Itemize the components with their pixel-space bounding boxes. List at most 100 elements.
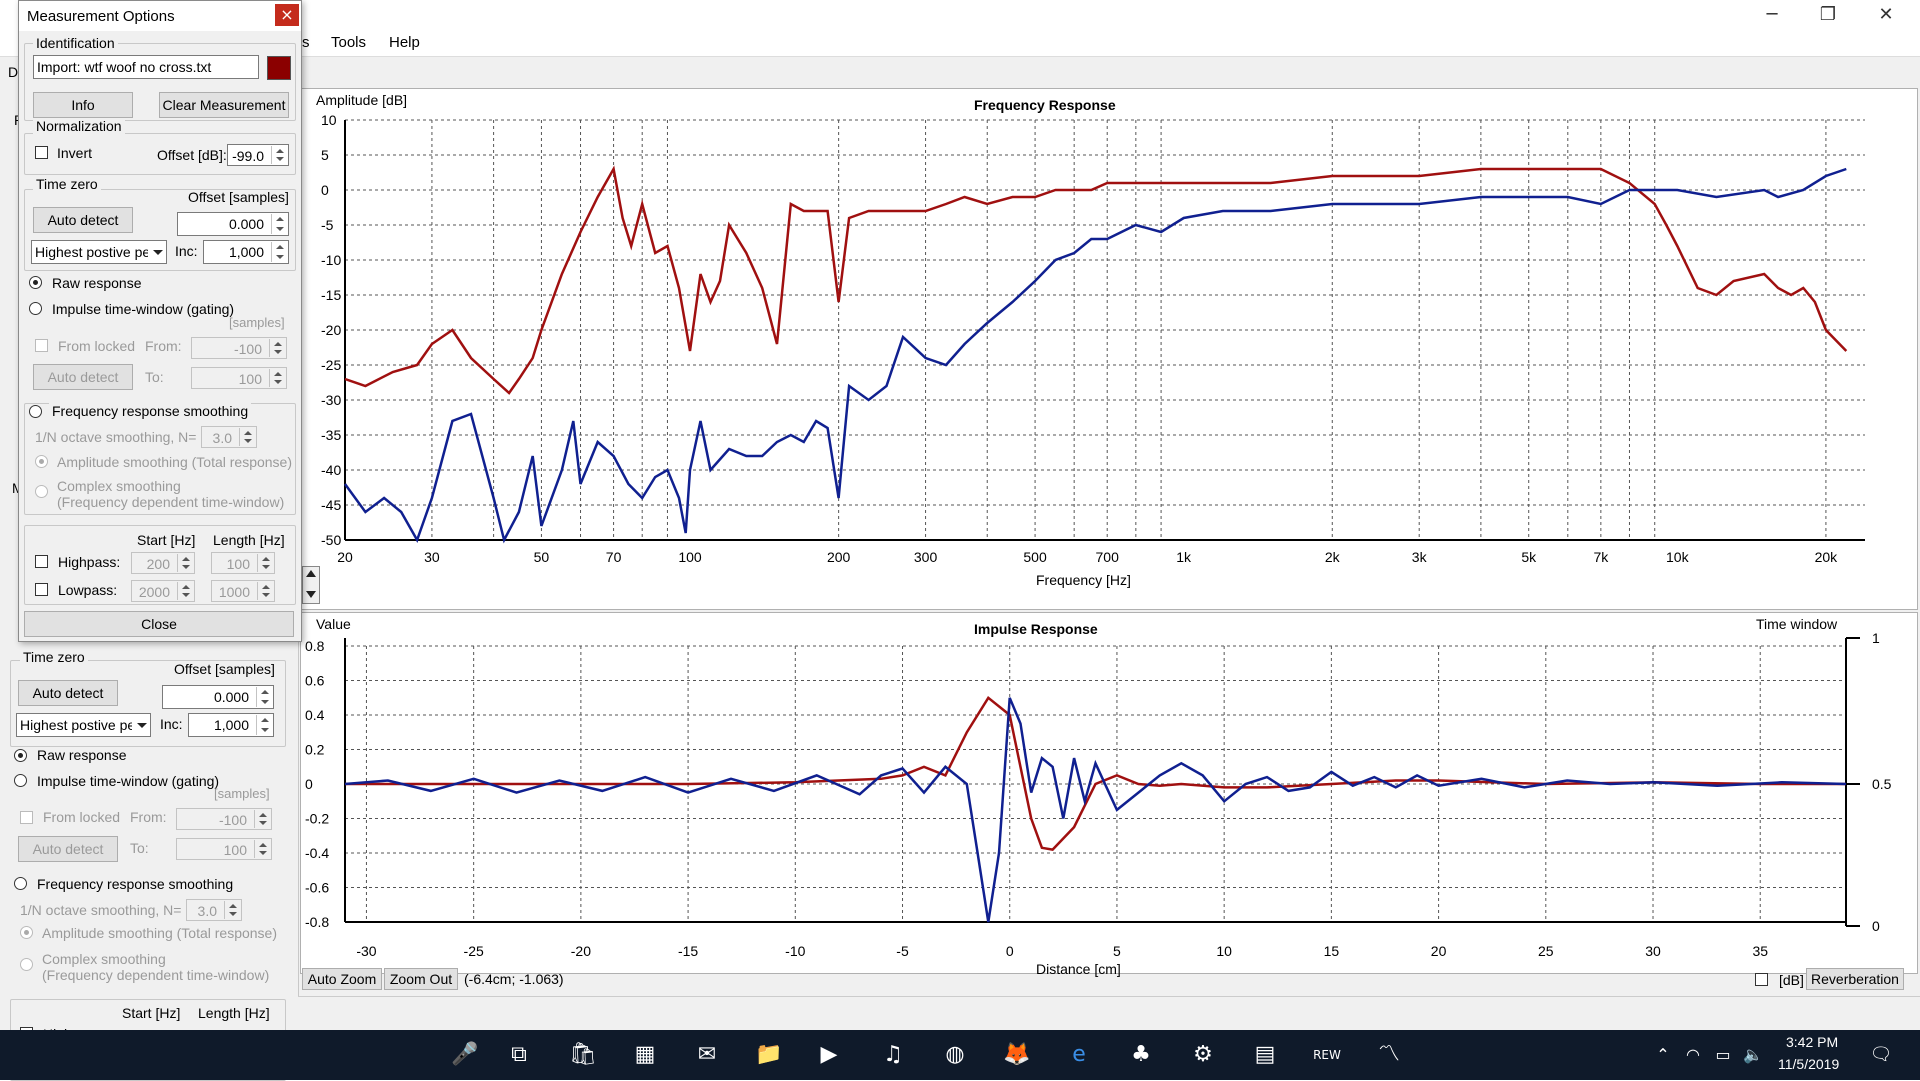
from-locked-checkbox[interactable]	[35, 339, 48, 352]
volume-icon[interactable]: 🔈	[1743, 1045, 1763, 1064]
highpass-checkbox[interactable]	[35, 555, 48, 568]
spin-icon[interactable]	[239, 428, 255, 446]
dialog-close-button[interactable]: ×	[275, 4, 299, 26]
smoothing-radio[interactable]	[29, 405, 42, 418]
clock-time[interactable]: 3:42 PM	[1786, 1034, 1839, 1050]
side-octave-input[interactable]: 3.0	[186, 899, 242, 921]
settings-icon[interactable]: ⚙	[1193, 1042, 1213, 1067]
zoom-out-button[interactable]: Zoom Out	[384, 968, 458, 990]
side-auto-detect-button[interactable]: Auto detect	[18, 680, 118, 706]
side-offset-input[interactable]: 0.000	[162, 685, 274, 709]
side-to-input[interactable]: 100	[176, 838, 272, 860]
side-from-input[interactable]: -100	[176, 808, 272, 830]
spin-icon[interactable]	[177, 582, 193, 600]
notifications-icon[interactable]: 🗨	[1869, 1044, 1893, 1065]
edge-icon[interactable]: e	[1072, 1042, 1086, 1067]
amplitude-smoothing-radio[interactable]	[35, 455, 48, 468]
raw-response-radio[interactable]	[29, 276, 42, 289]
side-inc-input[interactable]: 1,000	[188, 713, 274, 737]
arrow-up-icon[interactable]	[306, 570, 316, 577]
chevron-up-icon[interactable]: ⌃	[1656, 1045, 1670, 1064]
norm-offset-input[interactable]: -99.0	[227, 144, 289, 166]
from-input[interactable]: -100	[191, 337, 287, 359]
info-button[interactable]: Info	[33, 92, 133, 118]
chevron-down-icon[interactable]	[132, 714, 150, 736]
lowpass-checkbox[interactable]	[35, 583, 48, 596]
firefox-icon[interactable]: 🦊	[1003, 1042, 1031, 1067]
calculator-icon[interactable]: ▦	[634, 1042, 656, 1067]
spin-icon[interactable]	[224, 901, 240, 919]
files-icon[interactable]: ▤	[1254, 1042, 1276, 1067]
spin-icon[interactable]	[257, 554, 273, 572]
mail-icon[interactable]: ✉	[697, 1042, 717, 1067]
menu-item-help[interactable]: Help	[389, 34, 420, 51]
task-view-icon[interactable]: ⧉	[511, 1042, 527, 1067]
chevron-down-icon[interactable]	[148, 241, 166, 263]
to-input[interactable]: 100	[191, 367, 287, 389]
status-area	[298, 996, 1920, 1031]
side-raw-response-radio[interactable]	[14, 749, 27, 762]
menu-item-tools[interactable]: Tools	[331, 34, 367, 51]
spin-icon[interactable]	[269, 369, 285, 387]
window-auto-detect-button[interactable]: Auto detect	[33, 364, 133, 390]
impulse-window-radio[interactable]	[29, 302, 42, 315]
menu-item-fragment[interactable]: s	[302, 34, 310, 51]
complex-smoothing-radio[interactable]	[35, 485, 48, 498]
spin-icon[interactable]	[257, 582, 273, 600]
spin-icon[interactable]	[254, 840, 270, 858]
time-zero-offset-input[interactable]: 0.000	[177, 212, 289, 236]
spin-icon[interactable]	[177, 554, 193, 572]
measurement-name-input[interactable]: Import: wtf woof no cross.txt	[33, 55, 259, 79]
store-icon[interactable]: 🛍	[569, 1042, 597, 1067]
browser-icon[interactable]: ◍	[945, 1042, 965, 1067]
folder-icon[interactable]: 📁	[755, 1042, 783, 1067]
time-zero-auto-detect-button[interactable]: Auto detect	[33, 207, 133, 233]
lowpass-length-input[interactable]: 1000	[211, 580, 275, 602]
side-amplitude-radio[interactable]	[20, 926, 33, 939]
time-zero-mode-select[interactable]: Highest postive pe	[31, 240, 167, 264]
auto-zoom-button[interactable]: Auto Zoom	[302, 968, 382, 990]
reverberation-button[interactable]: Reverberation	[1806, 968, 1904, 990]
clear-measurement-button[interactable]: Clear Measurement	[159, 92, 289, 118]
minimize-button[interactable]: ─	[1766, 4, 1778, 25]
close-window-button[interactable]: ✕	[1878, 4, 1894, 25]
side-auto-detect2-button[interactable]: Auto detect	[18, 836, 118, 862]
time-zero-offset-value: 0.000	[228, 216, 264, 232]
color-swatch[interactable]	[267, 56, 291, 80]
spin-icon[interactable]	[269, 339, 285, 357]
side-offset-label: Offset [samples]	[174, 661, 275, 677]
highpass-length-input[interactable]: 100	[211, 552, 275, 574]
side-smoothing-radio[interactable]	[14, 877, 27, 890]
media-player-icon[interactable]: ▶	[820, 1042, 838, 1067]
microphone-icon[interactable]: 🎤	[451, 1042, 479, 1067]
close-button[interactable]: Close	[24, 611, 294, 637]
scroll-arrows[interactable]	[302, 566, 320, 604]
highpass-start-input[interactable]: 200	[131, 552, 195, 574]
rew-window-icon[interactable]: 〽	[1377, 1042, 1400, 1067]
impulse-response-chart[interactable]: -30 -25 -20 -15 -10 -5 0 5 10 15 20 25 30 350.80.60.4…	[300, 612, 1916, 972]
spin-icon[interactable]	[271, 214, 287, 234]
battery-icon[interactable]: ▭	[1715, 1045, 1731, 1064]
rew-icon[interactable]: REW	[1313, 1048, 1341, 1062]
octave-input[interactable]: 3.0	[201, 426, 257, 448]
db-checkbox[interactable]	[1755, 973, 1768, 986]
side-from-locked-checkbox[interactable]	[20, 811, 33, 824]
spin-icon[interactable]	[271, 242, 287, 262]
side-complex-radio[interactable]	[20, 958, 33, 971]
itunes-icon[interactable]: ♫	[883, 1042, 903, 1067]
clock-date[interactable]: 11/5/2019	[1778, 1056, 1840, 1072]
side-mode-select[interactable]: Highest postive pe	[16, 713, 151, 737]
spin-icon[interactable]	[271, 146, 287, 164]
time-zero-inc-input[interactable]: 1,000	[203, 240, 289, 264]
invert-checkbox[interactable]	[35, 146, 48, 159]
arrow-down-icon[interactable]	[306, 591, 316, 598]
spin-icon[interactable]	[256, 715, 272, 735]
spin-icon[interactable]	[256, 687, 272, 707]
side-impulse-window-radio[interactable]	[14, 774, 27, 787]
lowpass-start-input[interactable]: 2000	[131, 580, 195, 602]
spin-icon[interactable]	[254, 810, 270, 828]
app-icon[interactable]: ♣	[1131, 1042, 1151, 1067]
maximize-button[interactable]: ❐	[1819, 4, 1837, 25]
wifi-icon[interactable]: ◠	[1686, 1045, 1700, 1064]
